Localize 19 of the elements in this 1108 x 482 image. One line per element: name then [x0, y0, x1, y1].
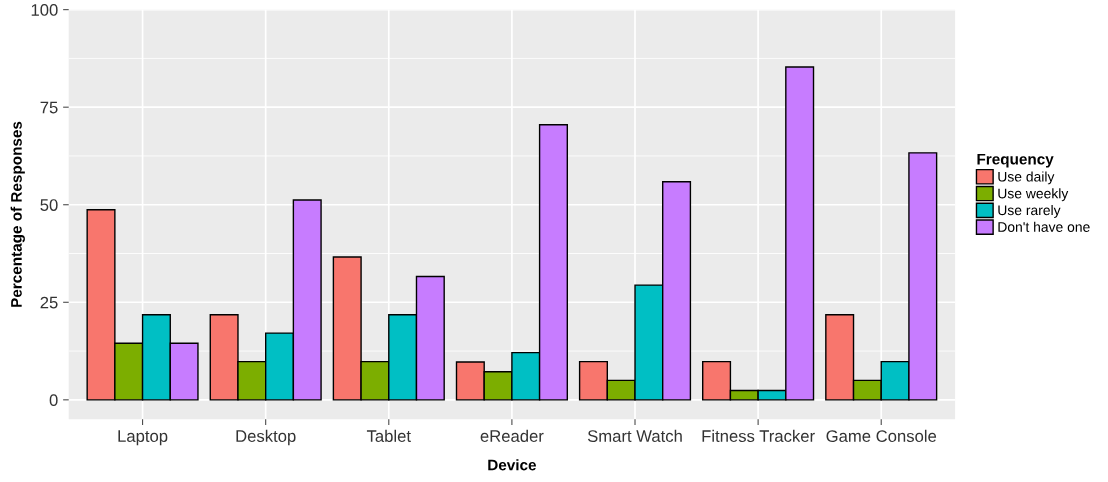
x-tick-label: Tablet [366, 429, 411, 442]
x-tick-label: Game Console [826, 429, 937, 442]
legend-label: Use weekly [998, 188, 1069, 202]
legend-label: Use daily [998, 171, 1055, 185]
y-tick-label: 0 [49, 394, 58, 407]
y-axis-title: Percentage of Responses [10, 121, 25, 307]
x-tick-label: Fitness Tracker [702, 429, 815, 442]
x-axis-title: Device [488, 459, 537, 471]
legend-label: Use rarely [998, 204, 1061, 218]
legend-title: Frequency [977, 153, 1054, 168]
x-tick-label: Desktop [236, 429, 296, 446]
y-tick-label: 75 [40, 101, 58, 114]
y-tick-label: 100 [31, 4, 58, 16]
x-tick-label: eReader [480, 429, 544, 442]
x-tick-label: Smart Watch [587, 429, 682, 442]
y-tick-label: 50 [40, 199, 58, 211]
x-tick-label: Laptop [118, 430, 168, 446]
legend-label: Don't have one [998, 221, 1090, 232]
y-tick-label: 25 [40, 296, 58, 309]
